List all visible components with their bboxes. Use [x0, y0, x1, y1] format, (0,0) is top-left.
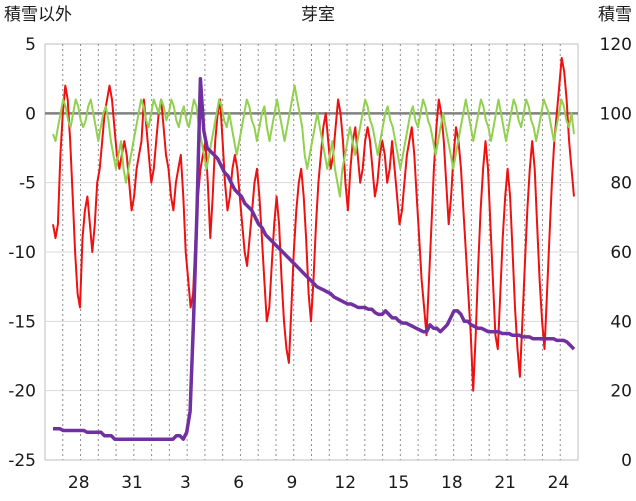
- x-tick-label: 6: [233, 473, 244, 493]
- right-tick-label: 100: [600, 104, 632, 124]
- x-tick-label: 15: [388, 473, 410, 493]
- right-tick-label: 60: [610, 243, 632, 263]
- series-line: [52, 84, 575, 198]
- series-line: [52, 56, 575, 392]
- x-tick-label: 9: [287, 473, 298, 493]
- x-tick-label: 12: [334, 473, 356, 493]
- right-tick-label: 20: [610, 382, 632, 402]
- series-line: [53, 76, 576, 441]
- chart-title: 芽室: [301, 5, 335, 25]
- left-tick-label: -10: [8, 243, 36, 263]
- left-tick-label: -5: [19, 174, 36, 194]
- left-tick-label: -20: [8, 382, 36, 402]
- left-tick-label: -15: [8, 312, 36, 332]
- right-tick-label: 40: [610, 312, 632, 332]
- right-tick-label: 0: [621, 451, 632, 471]
- x-tick-label: 21: [494, 473, 516, 493]
- tick-labels: 5 120 0 100 -5 80 -10 60 -15 40 -20 20 -25 0 28 31 3 6 9 12…: [8, 35, 632, 493]
- x-tick-label: 18: [441, 473, 463, 493]
- x-tick-label: 28: [68, 473, 90, 493]
- left-tick-label: 0: [25, 104, 36, 124]
- left-axis-title: 積雪以外: [4, 5, 72, 25]
- left-tick-label: 5: [25, 35, 36, 55]
- left-tick-label: -25: [8, 451, 36, 471]
- line-series: [45, 56, 578, 441]
- grid: [44, 43, 579, 461]
- right-tick-label: 80: [610, 174, 632, 194]
- right-axis-title: 積雪: [598, 5, 632, 25]
- right-tick-label: 120: [600, 35, 632, 55]
- x-tick-label: 3: [180, 473, 191, 493]
- x-tick-label: 31: [121, 473, 143, 493]
- x-tick-label: 24: [548, 473, 570, 493]
